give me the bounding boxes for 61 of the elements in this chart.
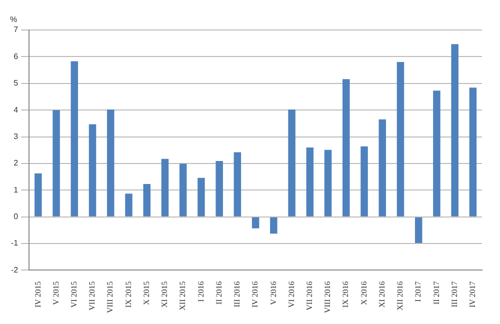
bar <box>107 110 114 216</box>
bar <box>88 124 96 216</box>
x-tick-label: IX 2016 <box>341 281 350 308</box>
x-tick-label: II 2016 <box>214 281 224 305</box>
y-tick-label: 1 <box>14 185 19 194</box>
bar <box>360 146 368 216</box>
bar <box>324 150 332 216</box>
bar <box>216 161 223 216</box>
bar <box>34 173 42 216</box>
y-tick-label: -2 <box>10 265 19 274</box>
x-tick-label: IV 2016 <box>250 281 260 308</box>
x-tick-label: II 2017 <box>432 281 441 305</box>
y-tick-label: -1 <box>10 238 19 248</box>
bar <box>469 88 477 216</box>
bar <box>270 217 278 234</box>
bar <box>234 152 242 216</box>
bar <box>143 184 150 216</box>
bar <box>288 110 296 216</box>
x-tick-label: XII 2015 <box>178 281 188 310</box>
x-tick-label: VIII 2016 <box>323 281 332 314</box>
x-tick-label: I 2016 <box>196 281 206 302</box>
y-tick-label: 6 <box>14 52 19 61</box>
bar <box>252 217 260 228</box>
bar <box>342 79 350 216</box>
bar <box>70 61 78 216</box>
x-tick-label: XI 2015 <box>160 281 170 308</box>
x-tick-label: IX 2015 <box>124 281 133 308</box>
bar <box>396 62 404 216</box>
x-tick-label: VII 2016 <box>304 281 314 310</box>
y-tick-label: 0 <box>14 212 19 222</box>
x-tick-label: X 2015 <box>142 281 151 306</box>
x-tick-label: VI 2016 <box>286 281 296 308</box>
bar <box>306 147 314 216</box>
bar <box>414 217 422 244</box>
y-tick-label: 5 <box>14 78 19 88</box>
x-tick-label: V 2016 <box>268 281 278 305</box>
y-axis-title: % <box>10 15 18 24</box>
x-tick-label: XII 2016 <box>396 281 405 310</box>
bar <box>52 110 60 216</box>
bar <box>433 90 440 216</box>
x-tick-label: V 2015 <box>51 281 60 305</box>
x-tick-label: XI 2016 <box>377 281 386 308</box>
bar <box>451 44 458 216</box>
bar <box>161 158 169 216</box>
x-tick-label: IV 2015 <box>33 281 42 308</box>
bar <box>179 164 187 216</box>
x-tick-label: VI 2015 <box>69 281 78 308</box>
x-tick-label: VII 2015 <box>88 281 97 310</box>
x-tick-label: III 2016 <box>232 281 242 308</box>
bar <box>378 119 386 216</box>
y-tick-label: 2 <box>14 158 19 168</box>
x-tick-label: IV 2017 <box>468 281 478 308</box>
y-tick-label: 7 <box>14 25 19 34</box>
y-tick-label: 3 <box>14 132 19 141</box>
x-tick-label: X 2016 <box>359 281 368 306</box>
bar <box>198 178 205 216</box>
x-tick-label: VIII 2015 <box>106 281 115 314</box>
bar <box>125 194 132 216</box>
x-tick-label: III 2017 <box>450 281 459 308</box>
y-tick-label: 4 <box>14 105 19 114</box>
x-tick-label: I 2017 <box>414 281 423 302</box>
